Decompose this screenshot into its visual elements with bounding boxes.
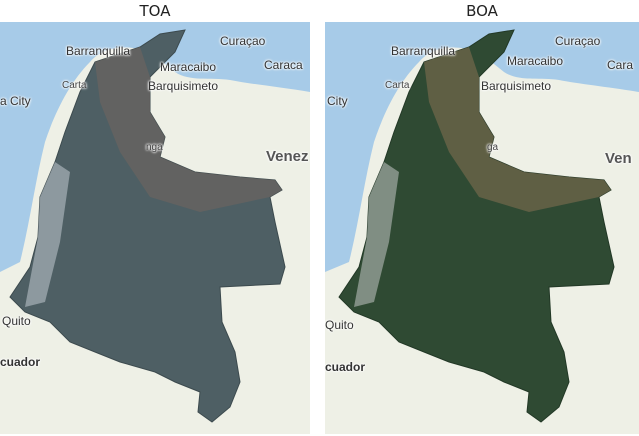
map-toa-canvas <box>0 22 310 434</box>
label-barquisimeto: Barquisimeto <box>148 79 219 93</box>
label-ga: ga <box>487 142 499 153</box>
label-quito: Quito <box>2 314 31 328</box>
map-boa-canvas <box>325 22 639 434</box>
label-nga: nga <box>146 142 163 153</box>
label-caracas: Cara <box>607 58 634 72</box>
map-boa[interactable]: Barranquilla Curaçao Maracaibo Cara Cart… <box>325 22 639 434</box>
label-barranquilla: Barranquilla <box>66 44 131 58</box>
label-cartagena: Carta <box>385 80 410 91</box>
cloud-patches-toa <box>25 162 70 307</box>
label-ecuador: cuador <box>0 355 41 369</box>
label-ecuador: cuador <box>325 360 366 374</box>
label-city: City <box>327 94 348 108</box>
label-maracaibo: Maracaibo <box>507 54 564 68</box>
colombia-north-tint-toa <box>95 47 282 212</box>
colombia-north-tint-boa <box>424 47 611 212</box>
label-maracaibo: Maracaibo <box>160 60 217 74</box>
label-curacao: Curaçao <box>220 34 266 48</box>
sea-area <box>0 22 310 272</box>
label-quito: Quito <box>325 318 354 332</box>
panel-title-boa: BOA <box>466 2 498 20</box>
label-curacao: Curaçao <box>555 34 601 48</box>
map-toa[interactable]: Barranquilla Curaçao Maracaibo Caraca Ca… <box>0 22 310 434</box>
label-venezuela: Venez <box>266 148 309 165</box>
cloud-patches-boa <box>354 162 399 307</box>
label-cartagena: Carta <box>62 80 87 91</box>
panel-title-toa: TOA <box>139 2 171 20</box>
label-caracas: Caraca <box>264 58 303 72</box>
label-barquisimeto: Barquisimeto <box>481 79 552 93</box>
sea-area <box>325 22 639 272</box>
label-venezuela: Ven <box>605 150 632 167</box>
label-city: a City <box>0 94 31 108</box>
label-barranquilla: Barranquilla <box>391 44 456 58</box>
